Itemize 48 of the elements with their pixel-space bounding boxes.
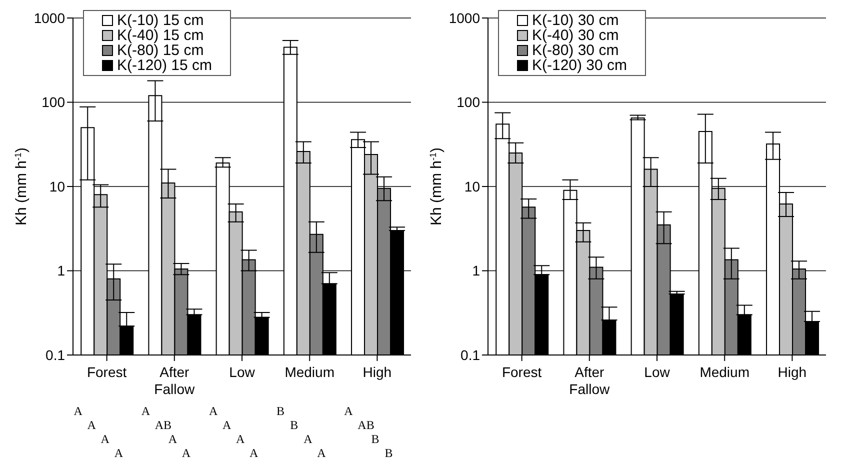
x-tick-label: High bbox=[362, 364, 392, 380]
text: B bbox=[371, 432, 380, 446]
text: A bbox=[344, 404, 353, 418]
text: A bbox=[168, 432, 178, 446]
x-tick-label: After Fallow bbox=[569, 364, 611, 397]
y-tick-label: 10 bbox=[49, 178, 66, 194]
legend-label: K(-10) 15 cm bbox=[117, 12, 204, 29]
text: A bbox=[100, 432, 110, 446]
legend-label: K(-10) 30 cm bbox=[532, 12, 619, 29]
text: B bbox=[384, 446, 393, 460]
y-tick-label: 10 bbox=[464, 178, 480, 194]
x-tick-label: Low bbox=[229, 364, 256, 380]
legend-label: K(-40) 30 cm bbox=[532, 27, 619, 44]
y-tick-label: 1 bbox=[57, 262, 66, 279]
text: A bbox=[317, 446, 326, 460]
text: A bbox=[141, 404, 150, 418]
y-tick-label: 0.1 bbox=[46, 346, 66, 363]
text: A bbox=[182, 446, 191, 460]
text: B bbox=[276, 404, 285, 418]
text: AB bbox=[358, 418, 374, 432]
x-tick-label: Medium bbox=[700, 364, 750, 380]
y-tick-label: 1000 bbox=[448, 10, 480, 26]
text: A bbox=[304, 432, 312, 446]
legend-label: K(-80) 15 cm bbox=[117, 42, 204, 59]
y-tick-label: 100 bbox=[456, 94, 480, 110]
legend-label: K(-80) 30 cm bbox=[532, 42, 619, 59]
text: A bbox=[208, 404, 218, 418]
x-tick-label: Forest bbox=[502, 364, 542, 380]
x-tick-label: Medium bbox=[284, 364, 334, 380]
text: A bbox=[250, 446, 258, 460]
legend-label: K(-120) 15 cm bbox=[117, 57, 212, 74]
y-tick-label: 0.1 bbox=[460, 346, 480, 363]
legend-label: K(-40) 15 cm bbox=[117, 27, 204, 44]
text: A bbox=[114, 446, 123, 460]
x-tick-label: After Fallow bbox=[154, 364, 196, 397]
text: A bbox=[87, 418, 96, 432]
y-tick-label: 100 bbox=[42, 94, 66, 110]
y-tick-label: 1 bbox=[472, 262, 480, 279]
x-tick-label: High bbox=[778, 364, 807, 380]
text: A bbox=[74, 404, 82, 418]
text: A bbox=[222, 418, 232, 432]
x-tick-label: Forest bbox=[86, 364, 127, 380]
y-tick-label: 1000 bbox=[34, 10, 66, 26]
x-tick-label: Low bbox=[644, 364, 671, 380]
text: B bbox=[290, 418, 298, 432]
text: A bbox=[236, 432, 245, 446]
text: AB bbox=[154, 418, 172, 432]
legend-label: K(-120) 30 cm bbox=[532, 57, 628, 74]
